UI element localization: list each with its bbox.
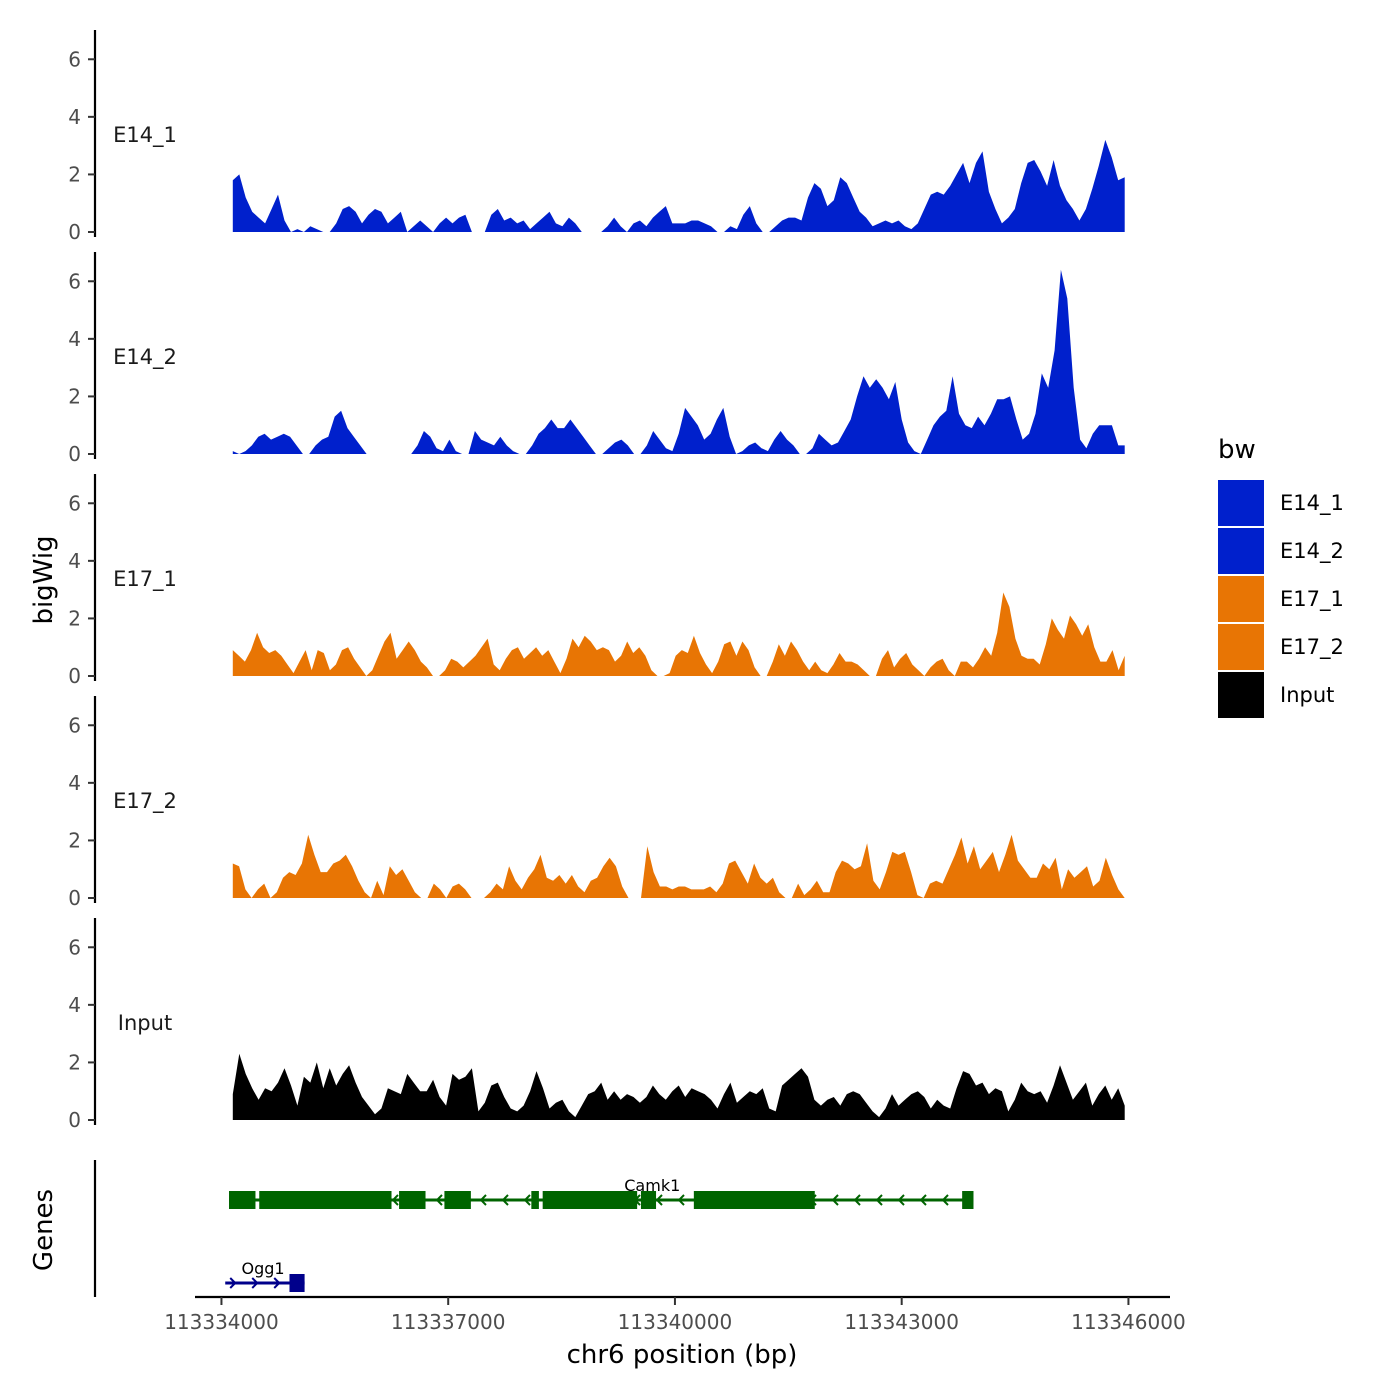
track-input-y-tick-label: 0 xyxy=(68,1108,81,1132)
genes-track: Camk1 Ogg1 xyxy=(93,1160,974,1297)
track-e14-2-label: E14_2 xyxy=(113,345,177,370)
track-e14-1-y-tick-label: 0 xyxy=(68,220,81,244)
gene-camk1-exon xyxy=(693,1191,815,1209)
track-e14-1-label: E14_1 xyxy=(113,123,177,148)
legend-swatch-e17-1 xyxy=(1218,576,1264,622)
track-e17-2-label: E17_2 xyxy=(113,789,177,814)
gene-camk1-exon xyxy=(640,1191,657,1209)
gene-camk1-exon xyxy=(399,1191,426,1209)
track-e14-2-signal-area xyxy=(232,269,1125,454)
signal-tracks: 0 2 4 6 E14_1 0 2 4 6 E14_2 0 2 4 6 E17_1 0 2 4 6 E17_2 0 2 4 6… xyxy=(68,30,1125,1132)
track-e17-1-y-tick-label: 6 xyxy=(68,491,81,515)
gene-camk1-strand-arrow xyxy=(523,1194,531,1206)
track-input-y-tick-label: 2 xyxy=(68,1050,81,1074)
track-e14-2-y-tick-label: 6 xyxy=(68,269,81,293)
track-e17-2: 0 2 4 6 E17_2 xyxy=(68,696,1125,910)
track-e17-1-label: E17_1 xyxy=(113,567,177,592)
track-input: 0 2 4 6 Input xyxy=(68,918,1125,1132)
gene-camk1-strand-arrow xyxy=(941,1194,949,1206)
track-e14-1-signal-area xyxy=(232,139,1125,232)
genes-track-title: Genes xyxy=(29,1189,59,1271)
x-axis-tick-label: 113334000 xyxy=(164,1310,279,1334)
gene-camk1-strand-arrow xyxy=(655,1194,663,1206)
gene-camk1-exon xyxy=(229,1191,256,1209)
track-e14-1-y-tick-label: 6 xyxy=(68,47,81,71)
track-e17-1-signal-area xyxy=(232,592,1125,676)
legend-label-e14-1: E14_1 xyxy=(1280,491,1344,516)
gene-camk1: Camk1 xyxy=(229,1176,974,1209)
gene-camk1-strand-arrow xyxy=(479,1194,487,1206)
gene-camk1-strand-arrow xyxy=(391,1194,399,1206)
gene-ogg1-strand-arrow xyxy=(229,1277,237,1289)
track-e17-2-y-tick-label: 2 xyxy=(68,828,81,852)
gene-camk1-exon xyxy=(259,1191,392,1209)
x-axis-tick-label: 113343000 xyxy=(844,1310,959,1334)
track-e14-2: 0 2 4 6 E14_2 xyxy=(68,252,1125,466)
legend-swatch-e17-2 xyxy=(1218,624,1264,670)
gene-camk1-exon xyxy=(542,1191,638,1209)
legend-label-e17-1: E17_1 xyxy=(1280,587,1344,612)
track-e17-1-y-tick-label: 0 xyxy=(68,664,81,688)
track-e17-1-y-tick-label: 4 xyxy=(68,549,81,573)
track-input-label: Input xyxy=(118,1011,172,1035)
track-e14-1-y-tick-label: 2 xyxy=(68,162,81,186)
gene-ogg1-strand-arrow xyxy=(273,1277,281,1289)
gene-camk1-strand-arrow xyxy=(831,1194,839,1206)
legend-swatch-input xyxy=(1218,672,1264,718)
gene-ogg1-strand-arrow xyxy=(251,1277,259,1289)
track-e14-2-y-tick-label: 2 xyxy=(68,384,81,408)
track-e17-2-y-tick-label: 4 xyxy=(68,771,81,795)
gene-ogg1-exon xyxy=(289,1274,305,1292)
track-e14-2-y-tick-label: 0 xyxy=(68,442,81,466)
gene-camk1-strand-arrow xyxy=(875,1194,883,1206)
gene-camk1-exon xyxy=(962,1191,974,1209)
gene-camk1-strand-arrow xyxy=(435,1194,443,1206)
legend-title: bw xyxy=(1218,435,1256,465)
y-axis-title: bigWig xyxy=(29,535,59,624)
track-e17-2-y-tick-label: 0 xyxy=(68,886,81,910)
legend-label-input: Input xyxy=(1280,683,1334,707)
track-e17-1-y-tick-label: 2 xyxy=(68,606,81,630)
gene-ogg1-label: Ogg1 xyxy=(241,1259,284,1278)
track-e17-2-signal-area xyxy=(232,834,1125,898)
gene-camk1-strand-arrow xyxy=(853,1194,861,1206)
x-axis-tick-label: 113340000 xyxy=(618,1310,733,1334)
gene-camk1-strand-arrow xyxy=(677,1194,685,1206)
x-axis-tick-label: 113337000 xyxy=(391,1310,506,1334)
track-input-signal-area xyxy=(232,1053,1125,1120)
track-e14-1: 0 2 4 6 E14_1 xyxy=(68,30,1125,244)
track-e17-1: 0 2 4 6 E17_1 xyxy=(68,474,1125,688)
track-e14-2-y-tick-label: 4 xyxy=(68,327,81,351)
legend-swatch-e14-1 xyxy=(1218,480,1264,526)
x-axis-title: chr6 position (bp) xyxy=(567,1340,798,1370)
track-input-y-tick-label: 4 xyxy=(68,993,81,1017)
legend: E14_1 E14_2 E17_1 E17_2 Input xyxy=(1218,480,1344,718)
gene-camk1-label: Camk1 xyxy=(624,1176,680,1195)
gene-camk1-strand-arrow xyxy=(501,1194,509,1206)
gene-camk1-exon xyxy=(531,1191,539,1209)
gene-camk1-strand-arrow xyxy=(919,1194,927,1206)
x-axis: 113334000 113337000 113340000 113343000 1133… xyxy=(164,1295,1186,1334)
x-axis-tick-label: 113346000 xyxy=(1071,1310,1186,1334)
track-e17-2-y-tick-label: 6 xyxy=(68,713,81,737)
gene-camk1-strand-arrow xyxy=(897,1194,905,1206)
legend-swatch-e14-2 xyxy=(1218,528,1264,574)
track-e14-1-y-tick-label: 4 xyxy=(68,105,81,129)
gene-ogg1: Ogg1 xyxy=(225,1259,305,1292)
track-input-y-tick-label: 6 xyxy=(68,935,81,959)
legend-label-e14-2: E14_2 xyxy=(1280,539,1344,564)
legend-label-e17-2: E17_2 xyxy=(1280,635,1344,660)
gene-camk1-exon xyxy=(444,1191,471,1209)
